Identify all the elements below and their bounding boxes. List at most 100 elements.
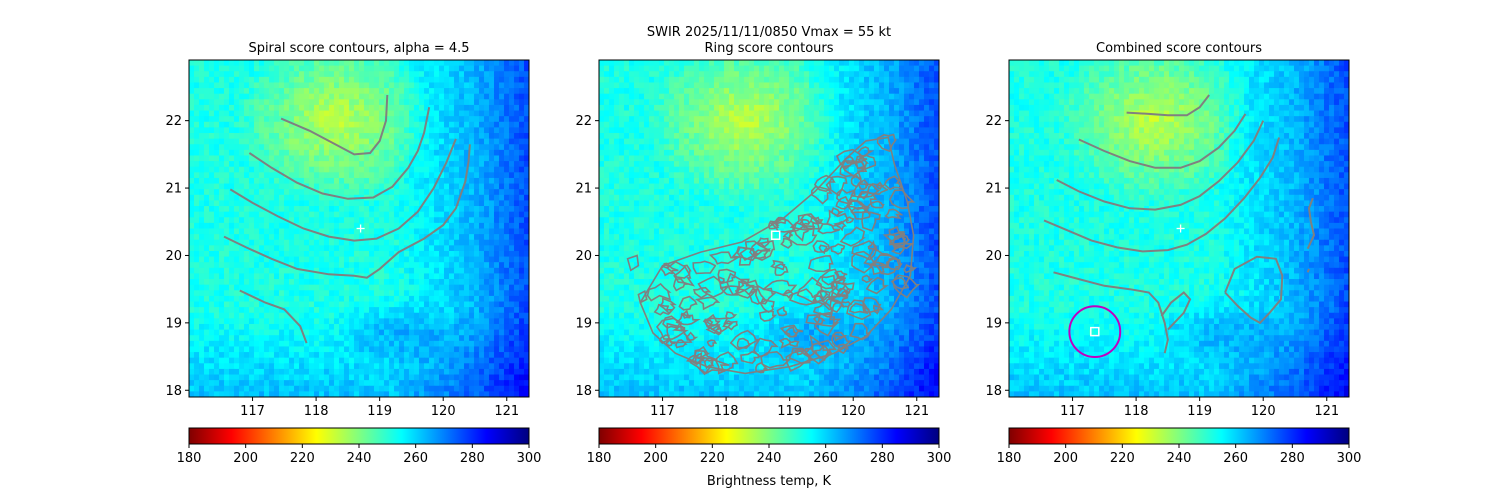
heatmap-cell xyxy=(454,82,460,89)
heatmap-cell xyxy=(474,295,480,303)
heatmap-cell xyxy=(224,110,230,117)
heatmap-cell xyxy=(514,144,520,151)
heatmap-cell xyxy=(449,318,455,325)
heatmap-cell xyxy=(459,121,465,128)
heatmap-cell xyxy=(329,127,335,134)
heatmap-cell xyxy=(644,93,650,100)
heatmap-cell xyxy=(379,245,385,252)
heatmap-cell xyxy=(259,60,265,67)
heatmap-cell xyxy=(294,149,300,157)
heatmap-cell xyxy=(384,189,390,196)
heatmap-cell xyxy=(379,99,385,106)
heatmap-cell xyxy=(759,71,765,78)
heatmap-cell xyxy=(519,301,525,308)
heatmap-cell xyxy=(219,368,225,376)
heatmap-cell xyxy=(314,206,320,213)
heatmap-cell xyxy=(499,340,505,348)
heatmap-cell xyxy=(239,133,245,140)
heatmap-cell xyxy=(239,273,245,280)
heatmap-cell xyxy=(199,177,205,185)
heatmap-cell xyxy=(444,127,450,134)
heatmap-cell xyxy=(679,110,685,117)
heatmap-cell xyxy=(424,133,430,140)
heatmap-cell xyxy=(214,149,220,157)
heatmap-cell xyxy=(394,222,400,230)
heatmap-cell xyxy=(189,206,195,213)
heatmap-cell xyxy=(329,323,335,331)
heatmap-cell xyxy=(799,110,805,117)
heatmap-cell xyxy=(314,127,320,134)
heatmap-cell xyxy=(429,340,435,348)
heatmap-cell xyxy=(364,307,370,314)
heatmap-cell xyxy=(449,172,455,179)
heatmap-cell xyxy=(199,385,205,392)
heatmap-cell xyxy=(804,121,810,128)
heatmap-cell xyxy=(289,161,295,168)
heatmap-cell xyxy=(394,374,400,381)
heatmap-cell xyxy=(409,82,415,89)
heatmap-cell xyxy=(254,279,260,286)
heatmap-cell xyxy=(339,217,345,224)
heatmap-cell xyxy=(304,329,310,336)
heatmap-cell xyxy=(279,71,285,78)
heatmap-cell xyxy=(374,177,380,185)
heatmap-cell xyxy=(439,312,445,319)
heatmap-cell xyxy=(394,318,400,325)
heatmap-cell xyxy=(794,121,800,128)
heatmap-cell xyxy=(514,138,520,145)
heatmap-cell xyxy=(284,133,290,140)
heatmap-cell xyxy=(344,256,350,263)
heatmap-cell xyxy=(399,110,405,117)
heatmap-cell xyxy=(414,194,420,202)
heatmap-cell xyxy=(369,267,375,275)
heatmap-cell xyxy=(394,76,400,84)
heatmap-cell xyxy=(199,318,205,325)
heatmap-cell xyxy=(449,262,455,269)
heatmap-cell xyxy=(489,368,495,376)
heatmap-cell xyxy=(374,211,380,218)
heatmap-cell xyxy=(614,104,620,112)
heatmap-cell xyxy=(314,363,320,370)
heatmap-cell xyxy=(504,374,510,381)
heatmap-cell xyxy=(389,312,395,319)
heatmap-cell xyxy=(479,189,485,196)
heatmap-cell xyxy=(219,166,225,173)
heatmap-cell xyxy=(509,391,515,397)
heatmap-cell xyxy=(314,273,320,280)
heatmap-cell xyxy=(469,99,475,106)
heatmap-cell xyxy=(314,391,320,397)
heatmap-cell xyxy=(429,290,435,297)
heatmap-cell xyxy=(384,279,390,286)
heatmap-cell xyxy=(494,307,500,314)
heatmap-cell xyxy=(439,194,445,202)
heatmap-cell xyxy=(824,121,830,128)
heatmap-cell xyxy=(249,234,255,241)
heatmap-cell xyxy=(309,82,315,89)
heatmap-cell xyxy=(509,234,515,241)
heatmap-cell xyxy=(509,357,515,364)
heatmap-cell xyxy=(464,279,470,286)
heatmap-cell xyxy=(384,155,390,162)
heatmap-cell xyxy=(709,116,715,123)
heatmap-cell xyxy=(484,323,490,331)
heatmap-cell xyxy=(519,273,525,280)
heatmap-cell xyxy=(869,71,875,78)
heatmap-cell xyxy=(504,60,510,67)
heatmap-cell xyxy=(764,110,770,117)
heatmap-cell xyxy=(684,65,690,72)
heatmap-cell xyxy=(309,290,315,297)
heatmap-cell xyxy=(509,290,515,297)
heatmap-cell xyxy=(489,104,495,112)
heatmap-cell xyxy=(484,217,490,224)
heatmap-cell xyxy=(894,121,900,128)
heatmap-cell xyxy=(304,60,310,67)
heatmap-cell xyxy=(204,104,210,112)
heatmap-cell xyxy=(629,121,635,128)
heatmap-cell xyxy=(789,65,795,72)
heatmap-cell xyxy=(404,110,410,117)
heatmap-cell xyxy=(209,172,215,179)
heatmap-cell xyxy=(779,121,785,128)
heatmap-cell xyxy=(404,380,410,387)
heatmap-cell xyxy=(194,295,200,303)
heatmap-cell xyxy=(339,99,345,106)
